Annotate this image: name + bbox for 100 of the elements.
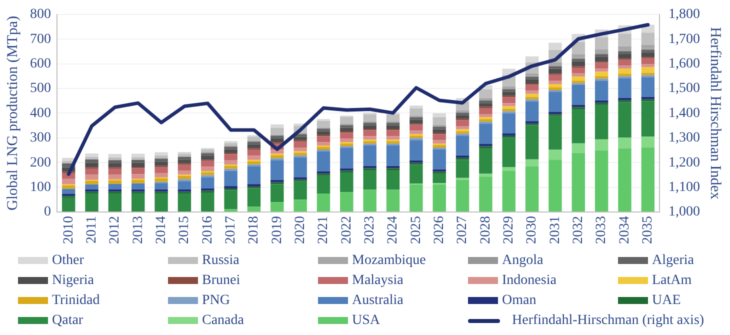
bar (154, 152, 168, 156)
bar (154, 183, 168, 190)
bar (618, 54, 632, 59)
y-tick-label: 0 (44, 204, 51, 220)
bar (594, 54, 608, 57)
bar (363, 141, 376, 144)
legend-label: USA (352, 312, 380, 328)
bar (224, 149, 238, 153)
y2-tick-label: 1,100 (668, 180, 700, 195)
bar (224, 160, 238, 165)
bar (502, 171, 516, 212)
bar (594, 56, 608, 62)
bar (618, 60, 632, 66)
bar (548, 74, 562, 81)
bar (363, 114, 376, 122)
bar (548, 84, 562, 88)
bar (410, 117, 423, 120)
bar (62, 198, 76, 212)
y2-axis-title: Herfindahl Hirschman Index (707, 26, 724, 200)
bar (270, 136, 284, 138)
legend-label: Russia (202, 252, 240, 268)
bar (410, 164, 423, 184)
bar (479, 103, 492, 107)
bar (525, 166, 539, 212)
bar (432, 184, 446, 212)
x-tick-label: 2014 (154, 216, 169, 244)
bar (270, 202, 284, 212)
bar (131, 160, 145, 163)
bar (178, 160, 192, 164)
bar (456, 115, 470, 119)
bar (270, 138, 284, 142)
bar (270, 124, 284, 128)
bar (386, 141, 400, 144)
bar (270, 155, 284, 158)
bar (270, 180, 284, 182)
x-tick-label: 2028 (478, 216, 494, 244)
bar (502, 89, 516, 92)
y2-tick-label: 1,400 (668, 106, 700, 121)
bar (108, 180, 122, 184)
bar (108, 163, 122, 168)
bar (502, 138, 516, 168)
bar (432, 113, 446, 118)
bar (641, 77, 655, 97)
bar (641, 50, 655, 52)
bar (224, 170, 238, 186)
bar (410, 124, 423, 131)
bar (85, 184, 98, 190)
bar (548, 150, 562, 160)
legend-label: LatAm (652, 272, 692, 288)
bar (340, 128, 354, 132)
bar (525, 79, 539, 84)
x-tick-label: 2030 (524, 216, 540, 244)
bar (154, 162, 168, 166)
bar (479, 148, 492, 174)
bar (178, 164, 192, 171)
x-tick-label: 2018 (246, 216, 262, 244)
bar (131, 183, 145, 190)
bar (108, 168, 122, 174)
bar (525, 73, 539, 76)
x-tick-label: 2022 (339, 216, 354, 244)
x-tick-label: 2015 (177, 216, 192, 244)
y-tick-label: 700 (30, 32, 51, 47)
legend-label: Qatar (52, 312, 84, 328)
x-tick-label: 2010 (61, 216, 76, 244)
bar (594, 62, 608, 69)
bar (594, 49, 608, 54)
bar (294, 200, 307, 212)
bar (525, 159, 539, 166)
bar (502, 92, 516, 96)
bar (641, 96, 655, 100)
bar (502, 103, 516, 106)
bar (479, 144, 492, 146)
bar (410, 120, 423, 124)
bar (294, 181, 307, 200)
bar (316, 120, 330, 128)
y2-tick-label: 1,500 (668, 81, 700, 96)
bar (456, 136, 470, 156)
bar (525, 90, 539, 94)
bar (154, 193, 168, 212)
bar (247, 144, 261, 148)
y-tick-label: 100 (30, 180, 51, 195)
bar (594, 139, 608, 150)
bar (618, 51, 632, 54)
bar (594, 104, 608, 140)
bar (386, 136, 400, 140)
bar (316, 175, 330, 194)
bar (594, 100, 608, 103)
bar (594, 150, 608, 212)
bar (363, 166, 376, 168)
bar (572, 68, 586, 74)
bar (62, 185, 76, 189)
bar (224, 190, 238, 210)
bar (340, 132, 354, 139)
bar (618, 78, 632, 98)
bar (201, 166, 214, 171)
bar (108, 174, 122, 180)
bar (316, 193, 330, 212)
bar (479, 119, 492, 122)
bar (62, 194, 76, 196)
bar (548, 62, 562, 66)
